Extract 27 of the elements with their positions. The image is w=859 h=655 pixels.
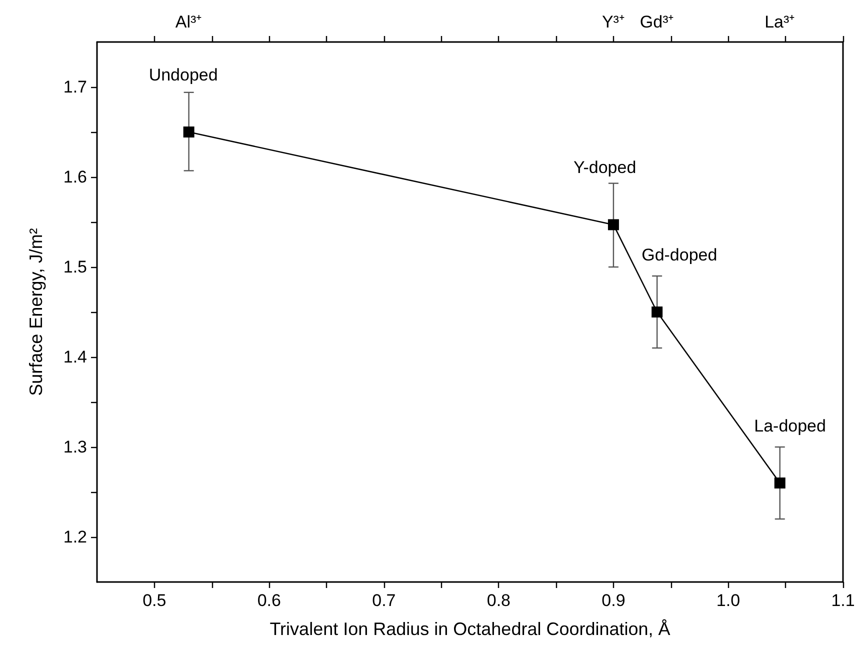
- y-tick-label: 1.5: [63, 258, 87, 276]
- text: Y³⁺: [602, 12, 625, 32]
- y-axis-title: Surface Energy, J/m²: [26, 228, 46, 396]
- annotation: La-doped: [754, 416, 826, 436]
- text: Al³⁺: [175, 12, 202, 32]
- annotation: Gd-doped: [642, 246, 718, 264]
- point: [652, 306, 663, 318]
- text: Gd³⁺: [640, 12, 674, 32]
- annotation: Y-doped: [573, 158, 636, 178]
- point: [774, 478, 786, 488]
- x-tick-label: 1.1: [831, 591, 855, 610]
- point: [183, 126, 194, 138]
- x-tick-label: 1.0: [716, 591, 740, 610]
- text: La³⁺: [764, 12, 796, 32]
- y-tick-label: 1.6: [63, 168, 87, 186]
- y-tick-label: 1.4: [63, 348, 87, 366]
- point: [608, 219, 619, 230]
- x-tick-label: 0.8: [486, 591, 511, 610]
- x-tick-label: 0.5: [142, 591, 166, 610]
- x-tick-label: 0.7: [372, 591, 396, 610]
- annotation: Undoped: [148, 66, 218, 84]
- x-axis-title: Trivalent Ion Radius in Octahedral Coordination, Å: [270, 619, 670, 639]
- y-tick-label: 1.2: [63, 528, 87, 546]
- x-tick-label: 0.9: [602, 591, 626, 610]
- y-tick-label: 1.7: [63, 78, 87, 96]
- y-tick-label: 1.3: [63, 438, 87, 456]
- x-tick-label: 0.6: [257, 591, 281, 610]
